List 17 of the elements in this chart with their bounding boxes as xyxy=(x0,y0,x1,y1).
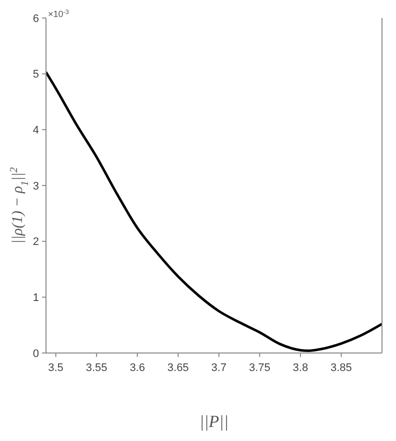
y-tick-label: 0 xyxy=(32,348,39,360)
y-tick-label: 3 xyxy=(32,180,39,192)
x-tick-label: 3.75 xyxy=(248,362,270,374)
y-tick-label: 6 xyxy=(32,12,39,25)
x-tick-label: 3.5 xyxy=(48,362,64,374)
x-axis-title: ||P|| xyxy=(199,412,229,431)
x-tick-label: 3.55 xyxy=(86,362,108,374)
y-tick-label: 1 xyxy=(32,292,39,304)
y-tick-label: 2 xyxy=(32,236,39,248)
x-tick-label: 3.7 xyxy=(211,362,227,374)
y-tick-label: 4 xyxy=(32,124,39,137)
x-tick-label: 3.85 xyxy=(330,362,352,374)
x-tick-label: 3.65 xyxy=(167,362,189,374)
annotation: ×10$^{-3}$ xyxy=(48,8,70,19)
y-tick-label: 5 xyxy=(32,68,39,81)
x-tick-label: 3.6 xyxy=(130,362,145,374)
x-tick-label: 3.8 xyxy=(292,362,308,374)
